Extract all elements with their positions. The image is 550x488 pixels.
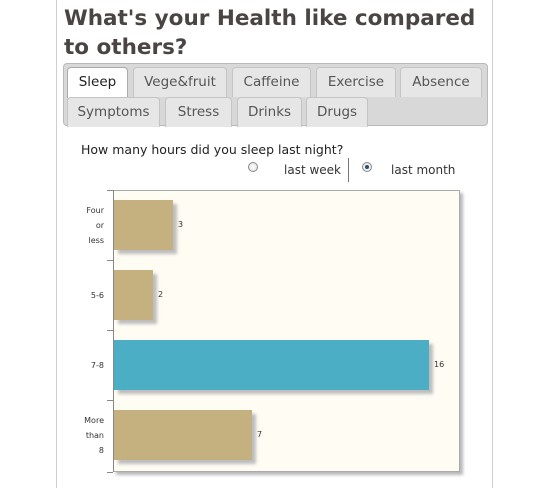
axis-tick	[107, 330, 113, 331]
radio-label-last-month[interactable]: last month	[391, 163, 456, 177]
bar-value-label: 16	[434, 360, 445, 369]
category-label: 5-6	[90, 290, 104, 300]
category-axis	[113, 190, 114, 472]
axis-tick	[107, 190, 113, 191]
tab-stress[interactable]: Stress	[165, 97, 232, 127]
tab-drugs[interactable]: Drugs	[306, 97, 368, 127]
tab-absence[interactable]: Absence	[400, 67, 482, 97]
axis-tick	[107, 472, 113, 473]
axis-tick	[107, 260, 113, 261]
page-title: What's your Health like compared to othe…	[64, 6, 476, 60]
bar-four-or-less[interactable]	[114, 200, 173, 250]
radio-label-last-week[interactable]: last week	[284, 163, 341, 177]
bar-value-label: 2	[158, 290, 164, 299]
survey-question: How many hours did you sleep last night?	[81, 142, 344, 157]
bar-5-6[interactable]	[114, 270, 153, 320]
tab-symptoms[interactable]: Symptoms	[67, 97, 160, 127]
tab-drinks[interactable]: Drinks	[237, 97, 302, 127]
left-border	[56, 0, 57, 488]
tab-sleep[interactable]: Sleep	[67, 67, 128, 98]
right-border	[492, 0, 493, 488]
bar-value-label: 7	[257, 430, 263, 439]
radio-last-month[interactable]	[362, 162, 372, 172]
tab-caffeine[interactable]: Caffeine	[232, 67, 311, 97]
bar-7-8[interactable]	[114, 340, 429, 390]
option-divider	[348, 158, 349, 182]
category-label: More than 8	[84, 415, 104, 455]
tab-vege-fruit[interactable]: Vege&fruit	[133, 67, 227, 97]
radio-last-week[interactable]	[248, 162, 258, 172]
axis-tick	[107, 400, 113, 401]
bar-value-label: 3	[178, 220, 184, 229]
category-label: Four or less	[86, 205, 104, 245]
bar-more-than-8[interactable]	[114, 410, 252, 460]
category-label: 7-8	[90, 360, 104, 370]
tab-exercise[interactable]: Exercise	[316, 67, 396, 97]
